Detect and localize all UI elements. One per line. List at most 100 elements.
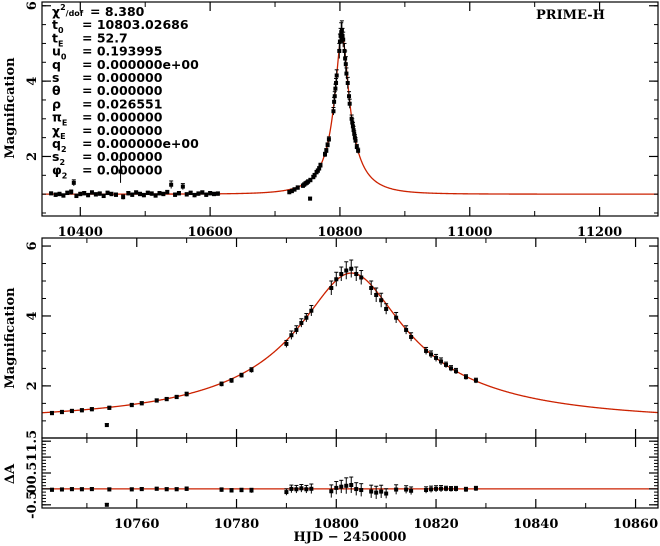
y-tick-label: -0.5 [25,491,40,519]
data-point [78,192,83,197]
x-tick-label: 10760 [114,517,159,532]
data-point [149,191,154,196]
data-point [354,145,359,150]
data-point [219,382,224,387]
data-point [334,277,339,282]
data-point [449,487,454,492]
data-point [379,298,384,303]
fit-parameter-value: = 0.000000 [82,123,163,138]
y-tick-label: 4 [25,311,40,320]
data-point [344,483,349,488]
x-axis-title: HJD − 2450000 [294,530,407,545]
data-point [49,191,54,196]
x-tick-label: 10800 [314,517,359,532]
data-point [107,405,112,410]
data-point [71,180,76,185]
data-point [463,487,468,492]
y-tick-label: 1.5 [25,430,40,453]
data-point [113,192,118,197]
data-point [444,362,449,367]
data-point [174,487,179,492]
fit-parameter: χE [52,123,66,141]
data-point [453,369,458,374]
data-point [369,286,374,290]
data-point [339,272,344,277]
fit-parameters: χ2/dof = 8.380 t0 = 10803.02686 tE = 52.7 u0 = … [52,3,199,180]
zoom-light-curve-panel: 2 4 6 [25,237,659,439]
data-point [359,275,364,280]
y-tick-label: 4 [25,77,40,86]
data-point [404,327,409,332]
data-point [200,190,205,195]
data-point [121,195,126,200]
data-point [126,191,131,196]
data-point [249,488,254,493]
data-point [349,266,354,271]
data-point [196,191,201,196]
data-point [57,192,62,197]
fit-parameter-value: = 8.380 [90,4,145,19]
data-points [49,20,361,201]
data-point [176,191,181,196]
fit-parameter-value: = 0.000000 [82,110,163,125]
fit-parameter-value: = 0.026551 [82,96,162,111]
data-point [312,173,317,178]
data-point [154,486,159,491]
data-point [157,191,162,196]
residuals-panel: 10760 10780 10800 10820 10840 10860 -0.500.511… [25,430,659,532]
data-point [97,191,102,196]
data-point [289,333,294,338]
data-point [444,486,449,491]
data-point [453,486,458,491]
data-point [333,86,338,91]
data-point [473,486,478,491]
data-point [374,490,379,495]
data-point [339,484,344,489]
data-point [134,190,139,195]
data-point [343,62,348,67]
data-point [141,193,146,198]
y-tick-label: 2 [25,152,40,161]
data-point [192,193,197,198]
data-point [69,487,74,492]
data-point [249,368,254,373]
data-point [49,411,54,416]
fit-parameter-value: = 0.000000 [82,70,163,85]
data-point [424,487,429,492]
data-point [53,192,58,197]
data-point [409,488,414,493]
data-point [86,193,91,198]
y-axis-title-top: Magnification [3,57,18,159]
fit-parameter-value: = 0.000000e+00 [82,57,199,72]
data-point [347,94,352,99]
data-point [89,190,94,195]
data-points [49,476,478,507]
data-point [404,487,409,492]
data-point [239,373,244,378]
data-point [289,189,294,194]
data-point [180,184,185,189]
data-point [294,487,299,492]
data-point [139,487,144,492]
fit-parameter: q2 [52,136,67,154]
data-point [184,392,189,397]
data-point [329,286,334,290]
data-point [317,166,322,171]
data-point [208,191,213,196]
data-point [344,71,349,76]
data-point [318,163,323,168]
data-point [326,137,331,142]
data-point [184,192,189,197]
data-point [304,487,309,492]
x-tick-label: 10800 [317,225,362,240]
data-point [340,33,345,38]
data-point [329,489,334,494]
y-axis-title-residuals: ΔA [3,463,18,484]
data-point [324,148,329,153]
data-point [339,28,344,33]
fit-parameter: q [52,57,61,72]
data-point [439,486,444,491]
data-point [299,486,304,491]
data-point [394,487,399,492]
x-tick-label: 10840 [513,517,558,532]
